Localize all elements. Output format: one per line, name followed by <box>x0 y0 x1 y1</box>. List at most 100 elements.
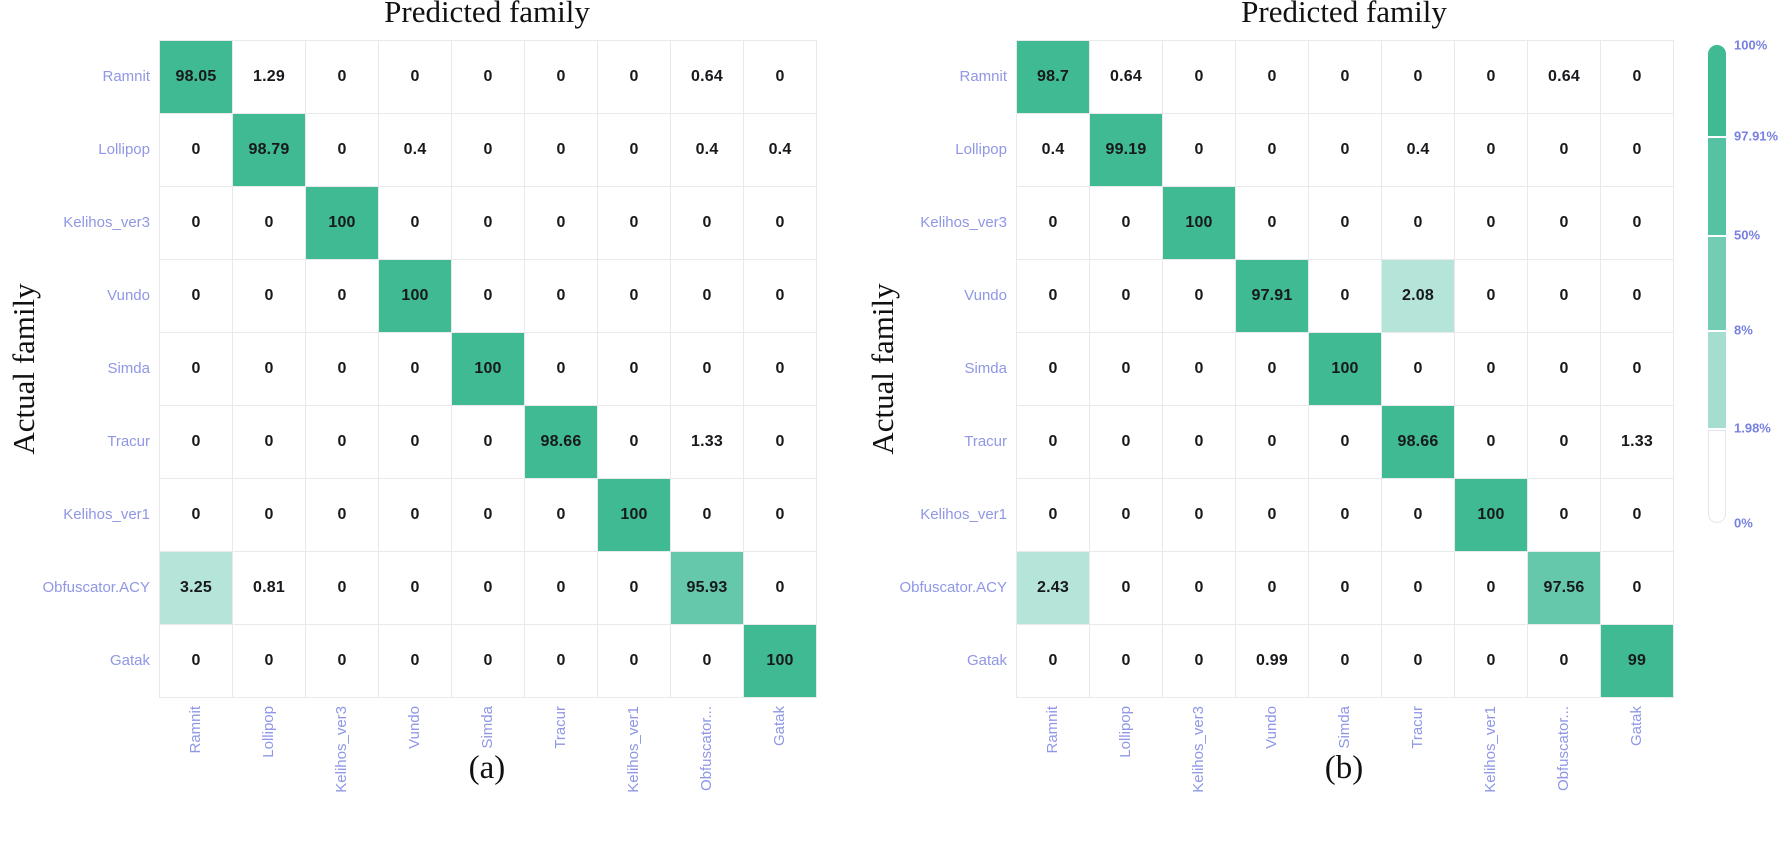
matrix-cell: 100 <box>379 260 452 333</box>
matrix-cell: 0 <box>233 625 306 698</box>
matrix-cell: 0 <box>1382 552 1455 625</box>
matrix-cell: 0 <box>160 187 233 260</box>
matrix-cell: 0 <box>379 187 452 260</box>
matrix-cell: 0 <box>525 260 598 333</box>
col-label: Obfuscator... <box>670 706 743 830</box>
matrix-cell: 0.81 <box>233 552 306 625</box>
matrix-cell: 0 <box>1601 260 1674 333</box>
matrix-cell: 3.25 <box>160 552 233 625</box>
matrix-cell: 0 <box>1017 406 1090 479</box>
row-label: Obfuscator.ACY <box>899 579 1007 596</box>
matrix-cell: 99 <box>1601 625 1674 698</box>
x-axis-title-a: Predicted family <box>384 0 590 29</box>
matrix-cell: 0 <box>1163 41 1236 114</box>
col-label: Lollipop <box>232 706 305 830</box>
matrix-cell: 0 <box>379 333 452 406</box>
matrix-cell: 0 <box>598 41 671 114</box>
col-label: Kelihos_ver3 <box>305 706 378 830</box>
panel-caption-b: (b) <box>1324 750 1364 786</box>
matrix-cell: 2.08 <box>1382 260 1455 333</box>
matrix-cell: 0 <box>1528 333 1601 406</box>
matrix-cell: 0.64 <box>671 41 744 114</box>
matrix-cell: 0 <box>1163 625 1236 698</box>
matrix-cell: 0 <box>379 479 452 552</box>
matrix-cell: 0 <box>1017 479 1090 552</box>
matrix-cell: 0 <box>1528 406 1601 479</box>
col-label: Kelihos_ver3 <box>1162 706 1235 830</box>
matrix-cell: 0 <box>525 333 598 406</box>
matrix-cell: 0 <box>1601 114 1674 187</box>
matrix-cell: 0 <box>1601 333 1674 406</box>
matrix-cell: 0 <box>1601 41 1674 114</box>
matrix-cell: 0 <box>1528 260 1601 333</box>
row-label: Vundo <box>107 287 150 304</box>
matrix-cell: 0.64 <box>1090 41 1163 114</box>
matrix-cell: 0 <box>160 260 233 333</box>
matrix-cell: 0 <box>1455 406 1528 479</box>
matrix-cell: 0 <box>744 260 817 333</box>
matrix-cell: 0 <box>671 333 744 406</box>
row-label: Lollipop <box>98 141 150 158</box>
matrix-cell: 97.91 <box>1236 260 1309 333</box>
col-label-text: Ramnit <box>1043 706 1061 754</box>
panel-caption-a: (a) <box>468 750 506 786</box>
matrix-cell: 0 <box>598 406 671 479</box>
matrix-cell: 0 <box>1090 625 1163 698</box>
matrix-cell: 95.93 <box>671 552 744 625</box>
matrix-cell: 0 <box>1236 406 1309 479</box>
matrix-cell: 0 <box>744 187 817 260</box>
matrix-cell: 98.66 <box>525 406 598 479</box>
matrix-cell: 0 <box>1455 114 1528 187</box>
matrix-cell: 0 <box>1163 479 1236 552</box>
col-label: Kelihos_ver1 <box>597 706 670 830</box>
matrix-cell: 0 <box>452 552 525 625</box>
matrix-cell: 0 <box>1455 187 1528 260</box>
col-label-text: Kelihos_ver3 <box>332 706 350 793</box>
matrix-cell: 0 <box>525 479 598 552</box>
legend-segment <box>1708 237 1726 330</box>
matrix-cell: 0 <box>1455 552 1528 625</box>
legend-tick-label: 97.91% <box>1734 128 1779 144</box>
matrix-cell: 0.99 <box>1236 625 1309 698</box>
matrix-cell: 0 <box>1090 406 1163 479</box>
matrix-cell: 0 <box>1455 625 1528 698</box>
matrix-cell: 0 <box>744 406 817 479</box>
matrix-cell: 0 <box>1017 260 1090 333</box>
row-label: Simda <box>107 360 150 377</box>
matrix-cell: 0 <box>1455 41 1528 114</box>
matrix-cell: 0 <box>1309 406 1382 479</box>
matrix-cell: 0 <box>525 625 598 698</box>
matrix-cell: 0.4 <box>744 114 817 187</box>
matrix-cell: 0 <box>306 406 379 479</box>
row-label: Gatak <box>966 652 1007 669</box>
matrix-cell: 0 <box>1382 479 1455 552</box>
matrix-cell: 0 <box>525 114 598 187</box>
matrix-cell: 0 <box>1236 552 1309 625</box>
col-label-text: Kelihos_ver1 <box>624 706 642 793</box>
matrix-cell: 1.29 <box>233 41 306 114</box>
col-label-text: Obfuscator... <box>1554 706 1572 792</box>
matrix-cell: 98.79 <box>233 114 306 187</box>
matrix-cell: 0 <box>1309 114 1382 187</box>
col-label-text: Ramnit <box>186 706 204 754</box>
matrix-cell: 0 <box>1090 333 1163 406</box>
matrix-cell: 0 <box>1528 114 1601 187</box>
matrix-cell: 0 <box>1090 552 1163 625</box>
matrix-cell: 0 <box>306 625 379 698</box>
col-label: Lollipop <box>1089 706 1162 830</box>
matrix-cell: 0 <box>1309 479 1382 552</box>
matrix-cell: 0 <box>1309 260 1382 333</box>
matrix-cell: 0 <box>379 625 452 698</box>
matrix-cell: 0 <box>452 187 525 260</box>
matrix-cell: 0 <box>1163 406 1236 479</box>
matrix-cell: 0 <box>452 406 525 479</box>
row-label: Kelihos_ver3 <box>63 214 150 231</box>
matrix-cell: 0 <box>1090 260 1163 333</box>
matrix-cell: 0 <box>1528 187 1601 260</box>
matrix-cell: 0 <box>306 260 379 333</box>
col-label-text: Kelihos_ver1 <box>1481 706 1499 793</box>
row-label: Kelihos_ver3 <box>920 214 1007 231</box>
matrix-cell: 0 <box>1090 479 1163 552</box>
heatmap-grid-a: 98.05 1.29 0 0 0 0 0 0.64 0 0 98.79 0 0.4 0 0 0 0.4 0.4 0 0… <box>159 40 817 698</box>
